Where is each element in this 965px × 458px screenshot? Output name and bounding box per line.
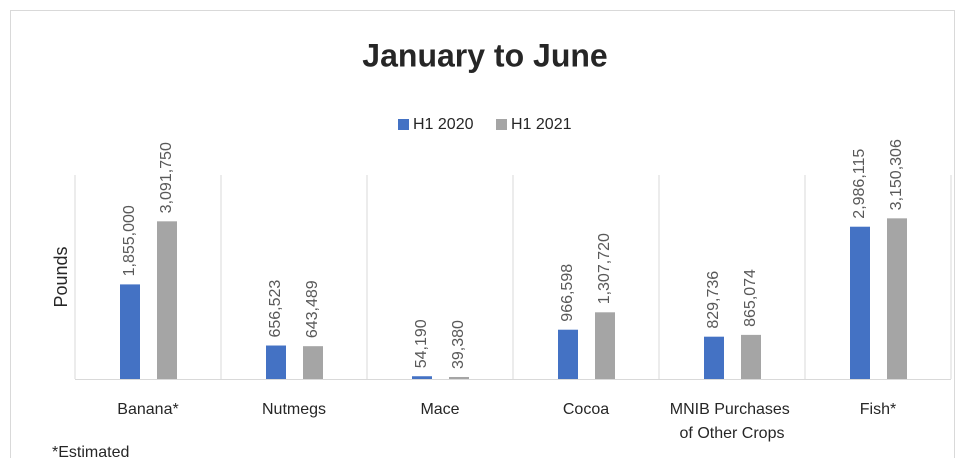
legend-label: H1 2020 [413,116,474,133]
data-label: 3,091,750 [158,142,175,213]
y-axis-label: Pounds [51,246,71,307]
bar [157,221,177,379]
bar [704,336,724,379]
data-label: 656,523 [267,280,284,338]
bar [595,312,615,379]
legend-label: H1 2021 [511,116,572,133]
bar [412,376,432,379]
legend-swatch [398,119,409,130]
data-label: 829,736 [705,271,722,329]
footnote: *Estimated [52,444,129,458]
bar [266,345,286,379]
legend-swatch [496,119,507,130]
x-tick-label: Cocoa [563,401,609,418]
bar [850,226,870,379]
data-label: 643,489 [304,280,321,338]
data-label: 39,380 [450,320,467,369]
bar [303,346,323,379]
bar [449,376,469,379]
data-label: 3,150,306 [888,139,905,210]
x-tick-label: Banana* [117,401,178,418]
data-label: 1,307,720 [596,233,613,304]
x-tick-label: Mace [420,401,459,418]
data-label: 2,986,115 [851,149,868,219]
bar [558,329,578,379]
chart-border [10,10,955,458]
bar [120,284,140,379]
x-tick-label: MNIB Purchases of Other Crops [670,401,794,442]
bar [741,334,761,379]
data-label: 54,190 [413,319,430,368]
bar [887,218,907,379]
data-label: 865,074 [742,269,759,327]
chart-title: January to June [362,37,607,73]
x-tick-label: Fish* [860,401,896,418]
data-label: 966,598 [559,264,576,322]
x-tick-label: Nutmegs [262,401,326,418]
data-label: 1,855,000 [121,205,138,276]
